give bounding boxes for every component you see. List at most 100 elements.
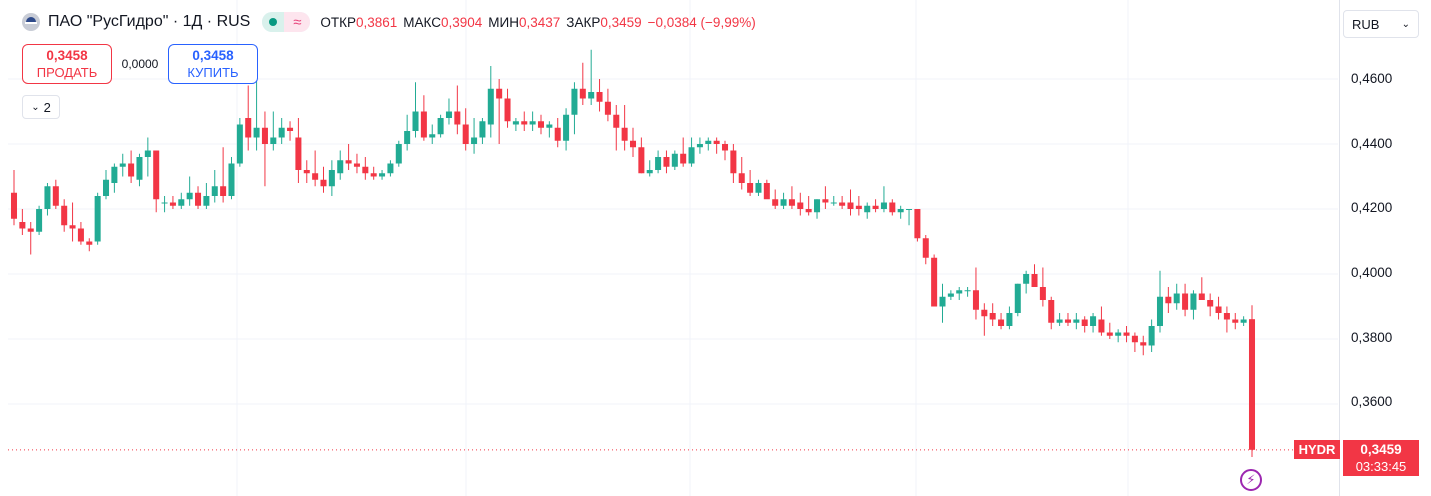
candle-body [1182, 293, 1189, 310]
candle-body [353, 163, 360, 167]
candle-body [52, 186, 59, 206]
candle-body [839, 202, 846, 206]
sell-button[interactable]: 0,3458 ПРОДАТЬ [22, 44, 112, 84]
candle-body [772, 199, 779, 206]
candle-body [61, 205, 68, 226]
candle-body [889, 202, 896, 213]
candle-body [1173, 293, 1180, 304]
candle-body [1073, 319, 1080, 323]
sell-price: 0,3458 [46, 48, 88, 63]
candle-body [780, 199, 787, 206]
symbol-title[interactable]: ПАО "РусГидро" · 1Д · RUS [48, 13, 251, 30]
candle-body [537, 121, 544, 128]
y-tick-label: 0,4000 [1351, 265, 1393, 280]
candle-body [161, 202, 168, 204]
candle-body [939, 296, 946, 307]
candle-body [1064, 319, 1071, 323]
candle-body [253, 127, 260, 138]
candle-body [797, 202, 804, 209]
candle-body [379, 173, 386, 177]
candle-body [814, 199, 821, 213]
open-label: ОТКР [320, 14, 356, 30]
buy-label: КУПИТЬ [187, 65, 239, 80]
candle-body [153, 150, 160, 200]
candle-body [747, 183, 754, 193]
candle-body [504, 98, 511, 122]
candle-body [1031, 274, 1038, 287]
candle-body [696, 144, 703, 148]
candle-body [1098, 319, 1105, 333]
candle-body [571, 88, 578, 115]
candle-body [906, 209, 913, 210]
candle-body [1081, 319, 1088, 326]
candle-body [128, 163, 135, 177]
candle-body [337, 160, 344, 174]
candle-body [964, 290, 971, 292]
y-tick-label: 0,4400 [1351, 136, 1393, 151]
candle-body [27, 228, 34, 232]
candle-body [1148, 326, 1155, 346]
candle-body [412, 111, 419, 131]
lightning-icon[interactable]: ⚡ [1240, 469, 1262, 491]
last-price-label: 0,3459 03:33:45 [1343, 440, 1419, 476]
candle-body [303, 170, 310, 174]
candle-body [144, 150, 151, 157]
candle-body [1232, 319, 1239, 323]
candle-body [1115, 332, 1122, 336]
candle-body [546, 124, 553, 128]
candle-body [897, 209, 904, 213]
candle-body [1165, 296, 1172, 304]
candle-body [613, 114, 620, 128]
buy-button[interactable]: 0,3458 КУПИТЬ [168, 44, 258, 84]
indicators-collapse-button[interactable]: ⌄ 2 [22, 95, 60, 119]
candle-body [119, 163, 126, 167]
ohlc-values: ОТКР 0,3861 МАКС 0,3904 МИН 0,3437 ЗАКР 0,34… [320, 15, 755, 30]
candle-body [671, 153, 678, 167]
candle-body [320, 179, 327, 187]
y-tick-label: 0,4200 [1351, 200, 1393, 215]
chevron-down-icon: ⌄ [31, 101, 40, 113]
candle-body [521, 121, 528, 125]
candle-body [437, 118, 444, 135]
candle-body [487, 88, 494, 125]
candle-body [998, 319, 1005, 326]
sell-label: ПРОДАТЬ [36, 65, 98, 80]
candle-body [370, 173, 377, 177]
status-pill[interactable]: ≈ [262, 12, 311, 32]
candle-body [713, 140, 720, 144]
candle-body [44, 186, 51, 209]
candle-body [563, 114, 570, 141]
candle-body [922, 238, 929, 258]
open-value: 0,3861 [355, 14, 398, 30]
close-label: ЗАКР [566, 14, 601, 30]
candle-body [236, 124, 243, 164]
change-value: −0,0384 (−9,99%) [647, 14, 756, 30]
candle-body [111, 166, 118, 183]
y-tick-label: 0,3600 [1351, 394, 1393, 409]
candle-body [1156, 296, 1163, 326]
candle-body [195, 192, 202, 206]
candle-body [387, 163, 394, 174]
candle-body [1023, 274, 1030, 284]
candle-body [404, 131, 411, 144]
candle-body [10, 192, 18, 219]
y-tick-label: 0,3800 [1351, 330, 1393, 345]
candle-body [788, 199, 795, 206]
candle-body [1248, 319, 1256, 450]
candle-body [1223, 313, 1230, 320]
ticker-tag: HYDR [1294, 440, 1340, 459]
currency-value: RUB [1352, 16, 1380, 32]
candle-body [855, 205, 862, 209]
currency-select[interactable]: RUB ⌄ [1343, 10, 1419, 38]
candle-body [220, 186, 227, 196]
collapse-count: 2 [43, 99, 51, 115]
buy-price: 0,3458 [192, 48, 234, 63]
low-value: 0,3437 [519, 14, 561, 30]
candle-body [479, 121, 486, 138]
candle-body [655, 157, 662, 170]
candle-body [738, 173, 745, 183]
candle-body [395, 144, 402, 164]
candle-body [705, 140, 712, 144]
candle-body [680, 153, 687, 164]
